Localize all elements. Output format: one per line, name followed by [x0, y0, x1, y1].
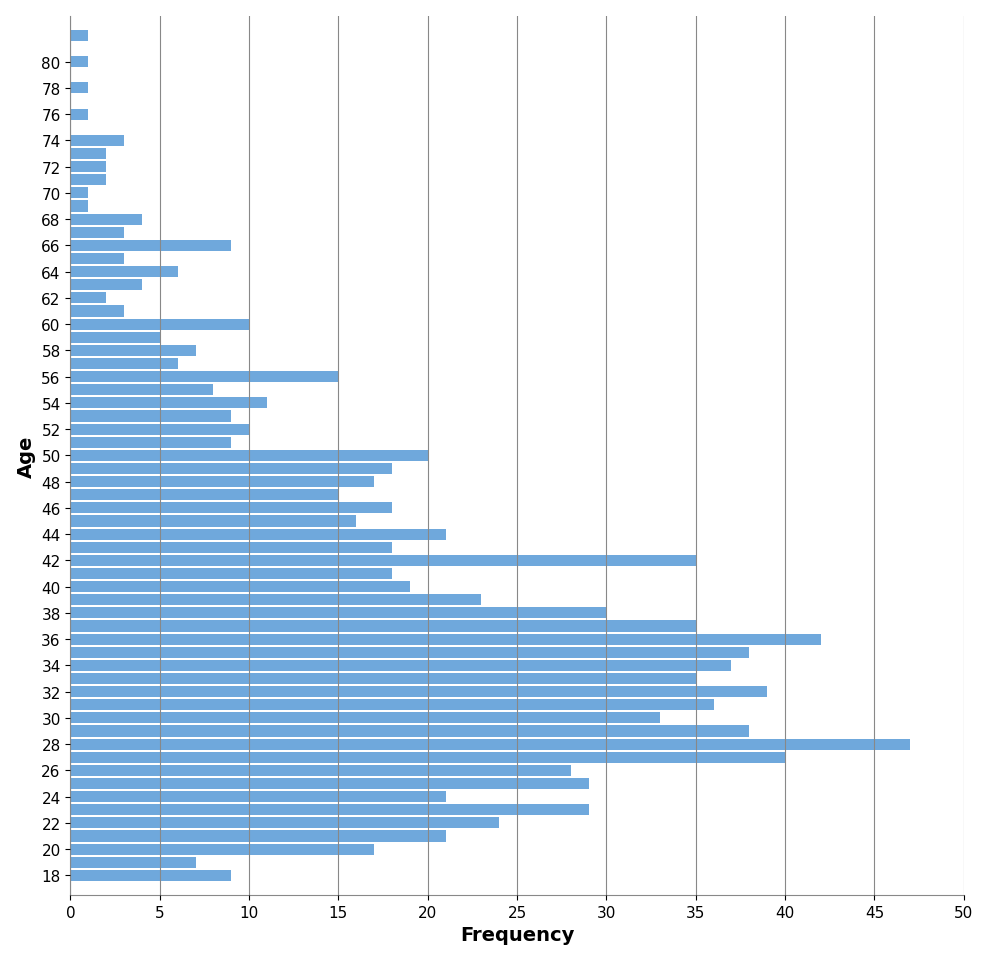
Bar: [70, 844, 374, 854]
Bar: [70, 84, 88, 94]
Bar: [70, 333, 159, 343]
X-axis label: Frequency: Frequency: [460, 925, 574, 945]
Bar: [70, 568, 392, 579]
Bar: [70, 372, 339, 382]
Y-axis label: Age: Age: [17, 434, 36, 477]
Bar: [70, 529, 446, 540]
Bar: [70, 870, 232, 881]
Bar: [70, 149, 106, 160]
Bar: [70, 634, 821, 645]
Bar: [70, 686, 767, 698]
Bar: [70, 228, 124, 238]
Bar: [70, 240, 232, 252]
Bar: [70, 700, 714, 710]
Bar: [70, 581, 410, 593]
Bar: [70, 791, 446, 802]
Bar: [70, 555, 696, 566]
Bar: [70, 804, 588, 816]
Bar: [70, 739, 910, 750]
Bar: [70, 490, 339, 501]
Bar: [70, 674, 696, 684]
Bar: [70, 607, 607, 619]
Bar: [70, 503, 392, 514]
Bar: [70, 398, 267, 409]
Bar: [70, 752, 785, 763]
Bar: [70, 516, 356, 527]
Bar: [70, 267, 177, 278]
Bar: [70, 660, 732, 671]
Bar: [70, 57, 88, 68]
Bar: [70, 411, 232, 422]
Bar: [70, 726, 749, 737]
Bar: [70, 621, 696, 632]
Bar: [70, 451, 428, 461]
Bar: [70, 765, 570, 776]
Bar: [70, 818, 499, 828]
Bar: [70, 214, 142, 226]
Bar: [70, 201, 88, 212]
Bar: [70, 463, 392, 475]
Bar: [70, 345, 195, 357]
Bar: [70, 136, 124, 147]
Bar: [70, 647, 749, 658]
Bar: [70, 712, 660, 724]
Bar: [70, 307, 124, 317]
Bar: [70, 175, 106, 186]
Bar: [70, 358, 177, 370]
Bar: [70, 437, 232, 449]
Bar: [70, 384, 214, 396]
Bar: [70, 161, 106, 173]
Bar: [70, 31, 88, 42]
Bar: [70, 293, 106, 304]
Bar: [70, 778, 588, 789]
Bar: [70, 830, 446, 842]
Bar: [70, 280, 142, 291]
Bar: [70, 857, 195, 868]
Bar: [70, 254, 124, 265]
Bar: [70, 542, 392, 554]
Bar: [70, 424, 249, 435]
Bar: [70, 319, 249, 331]
Bar: [70, 477, 374, 487]
Bar: [70, 188, 88, 199]
Bar: [70, 595, 481, 605]
Bar: [70, 110, 88, 120]
